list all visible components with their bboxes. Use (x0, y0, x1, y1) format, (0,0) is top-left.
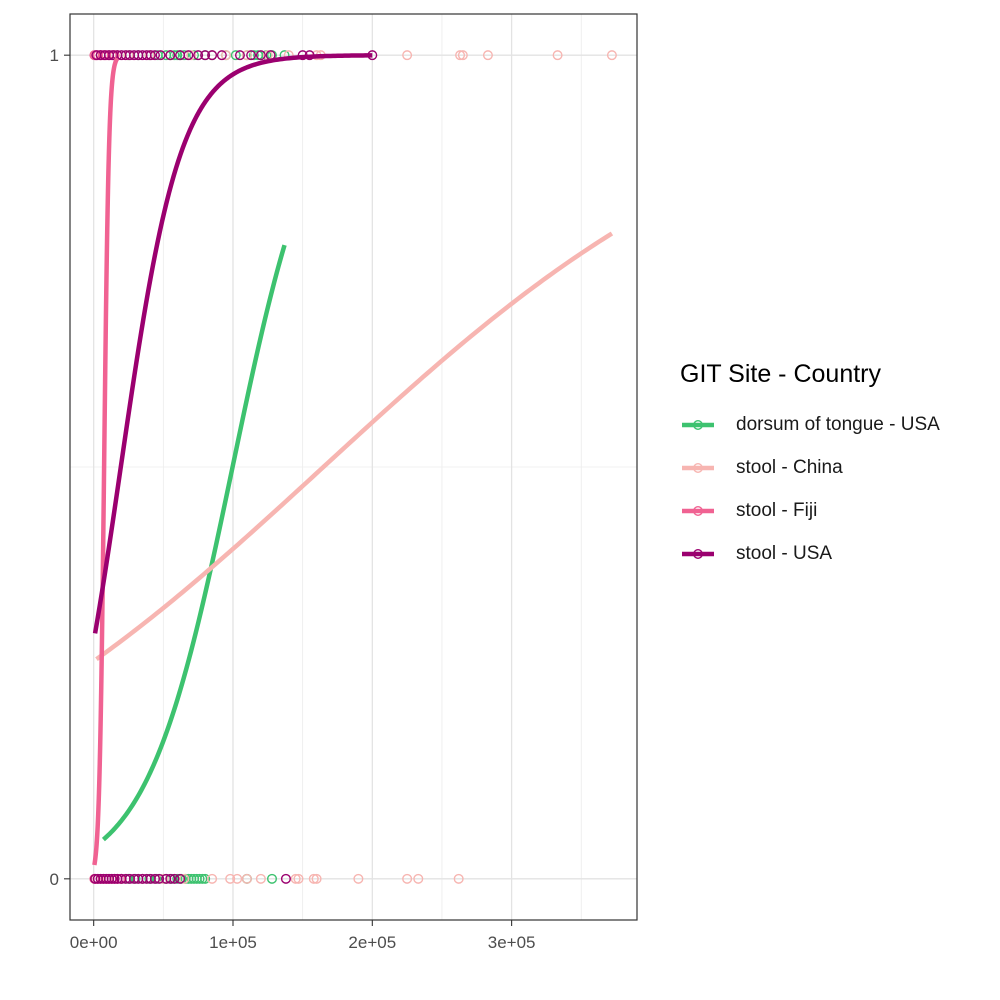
data-point (179, 873, 190, 884)
legend-key-icon (682, 419, 714, 430)
data-point (413, 873, 424, 884)
x-tick-label: 2e+05 (348, 933, 396, 952)
x-tick-label: 3e+05 (488, 933, 536, 952)
legend-item: dorsum of tongue - USA (680, 403, 940, 446)
data-points (89, 50, 617, 884)
data-point (606, 50, 617, 61)
fitted-curve (92, 53, 373, 634)
data-point (234, 50, 245, 61)
minor-gridlines (70, 14, 637, 920)
fitted-curve (101, 244, 287, 842)
data-point (241, 50, 252, 61)
legend-item: stool - Fiji (680, 489, 940, 532)
data-point (193, 50, 204, 61)
legend-key-point (692, 505, 704, 516)
data-point (197, 873, 208, 884)
legend-title: GIT Site - Country (680, 360, 881, 388)
data-point (216, 50, 227, 61)
data-point (311, 873, 322, 884)
legend-items: dorsum of tongue - USA stool - China stool… (680, 403, 940, 575)
data-point (149, 873, 160, 884)
data-point (165, 50, 176, 61)
data-point (194, 873, 205, 884)
data-point (293, 873, 304, 884)
data-point (207, 50, 218, 61)
data-point (241, 873, 252, 884)
data-point (552, 50, 563, 61)
data-point (232, 873, 243, 884)
data-point (308, 873, 319, 884)
data-point (482, 50, 493, 61)
data-point (154, 873, 165, 884)
data-point (175, 873, 186, 884)
data-point (267, 873, 278, 884)
data-point (457, 50, 468, 61)
legend-label: stool - Fiji (736, 499, 818, 521)
data-point (453, 873, 464, 884)
x-tick-label: 1e+05 (209, 933, 257, 952)
fitted-curve (95, 231, 614, 662)
legend-item: stool - USA (680, 532, 940, 575)
data-point (255, 50, 266, 61)
data-point (207, 873, 218, 884)
data-point (225, 873, 236, 884)
legend-key-icon (682, 505, 714, 516)
data-point (402, 50, 413, 61)
legend-key-icon (682, 548, 714, 559)
data-point (290, 873, 301, 884)
data-point (221, 50, 232, 61)
data-point (402, 873, 413, 884)
x-tick-label: 0e+00 (70, 933, 118, 952)
legend-label: stool - China (736, 456, 843, 478)
data-point (169, 50, 180, 61)
axis-ticks: 0e+00 1e+05 2e+05 3e+05 0 1 (50, 46, 536, 952)
legend-item: stool - China (680, 446, 940, 489)
data-point (172, 50, 183, 61)
fitted-curves (92, 53, 614, 867)
legend-key-point (692, 462, 704, 473)
legend-key-point (692, 548, 704, 559)
data-point (109, 873, 120, 884)
data-point (149, 50, 160, 61)
data-point (246, 50, 257, 61)
legend-key-point (692, 419, 704, 430)
data-point (165, 873, 176, 884)
plot-panel-border (69, 13, 638, 921)
data-point (183, 50, 194, 61)
y-tick-label: 0 (50, 870, 59, 889)
data-point (145, 50, 156, 61)
data-point (248, 50, 259, 61)
legend: GIT Site - Country dorsum of tongue - US… (680, 360, 940, 575)
data-point (200, 873, 211, 884)
data-point (106, 873, 117, 884)
data-point (230, 50, 241, 61)
legend-key-icon (682, 462, 714, 473)
data-point (200, 50, 211, 61)
data-point (353, 873, 364, 884)
data-point (188, 50, 199, 61)
data-point (179, 50, 190, 61)
data-point (155, 50, 166, 61)
legend-label: dorsum of tongue - USA (736, 413, 940, 435)
data-point (186, 50, 197, 61)
data-point (280, 873, 291, 884)
data-point (255, 873, 266, 884)
legend-label: stool - USA (736, 542, 833, 564)
data-point (455, 50, 466, 61)
y-tick-label: 1 (50, 46, 59, 65)
fitted-curve (92, 56, 120, 867)
data-point (169, 873, 180, 884)
